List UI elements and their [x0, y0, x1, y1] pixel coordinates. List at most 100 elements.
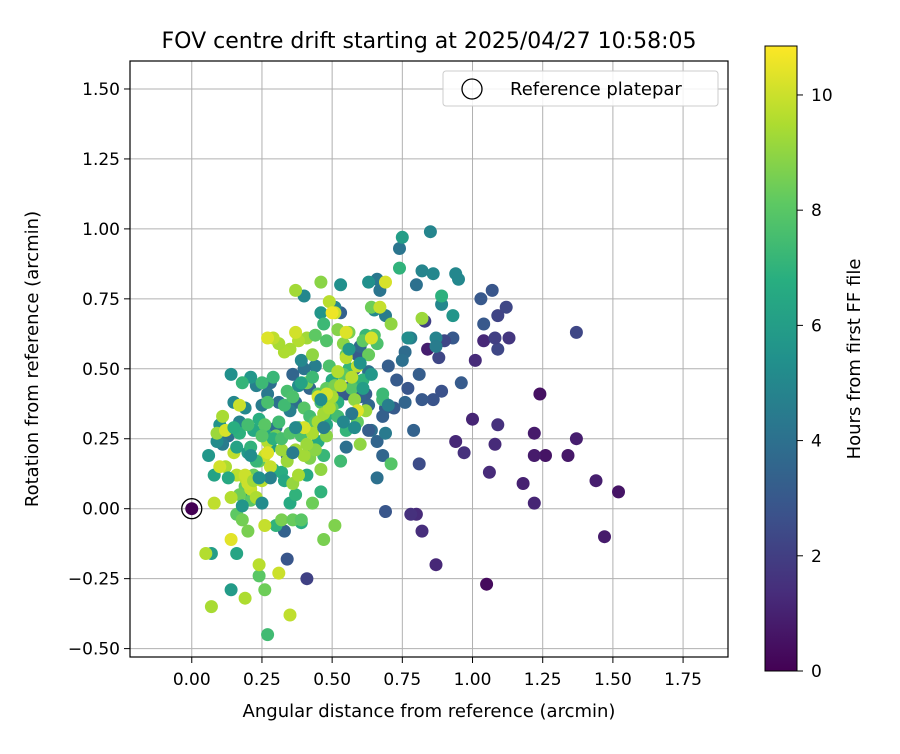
data-point — [272, 566, 286, 580]
data-point — [294, 353, 308, 367]
data-point — [370, 471, 384, 485]
y-tick-label: 0.75 — [82, 290, 120, 310]
colorbar-ticks: 0 2 4 6 8 10 — [797, 86, 833, 682]
data-point — [491, 418, 505, 432]
data-point — [224, 533, 238, 546]
data-point — [401, 381, 415, 395]
y-tick-label: −0.50 — [68, 640, 120, 660]
data-point — [252, 558, 266, 572]
colorbar-gradient — [764, 45, 798, 672]
data-point — [342, 342, 356, 356]
data-point — [381, 398, 395, 412]
data-point — [289, 325, 303, 339]
data-point — [263, 471, 277, 485]
data-point — [415, 393, 429, 407]
x-tick-label: 1.75 — [664, 670, 702, 690]
data-point — [415, 311, 429, 325]
data-point — [230, 440, 244, 454]
data-point — [384, 317, 398, 331]
data-point — [261, 395, 275, 409]
data-point — [289, 421, 303, 435]
data-point — [362, 423, 376, 437]
y-tick-label: 1.25 — [82, 150, 120, 170]
data-point — [202, 449, 216, 462]
data-point — [452, 272, 465, 286]
x-tick-label: 1.50 — [594, 670, 632, 690]
data-point — [328, 519, 342, 532]
data-point — [409, 278, 423, 292]
data-point — [423, 225, 437, 239]
data-point — [381, 359, 395, 373]
data-point — [320, 334, 333, 348]
x-axis-ticks: 0.00 0.25 0.50 0.75 1.00 1.25 1.50 1.75 — [173, 657, 702, 690]
y-tick-label: −0.25 — [68, 570, 120, 590]
data-point — [235, 376, 249, 390]
data-point — [317, 533, 331, 546]
data-point — [468, 353, 482, 367]
legend-box — [442, 70, 719, 107]
data-point — [314, 485, 328, 499]
data-point — [322, 401, 336, 415]
data-point — [488, 437, 502, 451]
data-point — [480, 577, 494, 591]
data-point — [412, 457, 426, 471]
data-point — [527, 496, 541, 510]
reference-marker — [181, 498, 203, 520]
data-point — [261, 331, 275, 345]
data-point — [252, 569, 266, 583]
reference-ring — [181, 498, 203, 520]
x-tick-label: 0.00 — [173, 670, 211, 690]
data-point — [527, 426, 541, 440]
data-point — [207, 496, 221, 510]
chart-title: FOV centre drift starting at 2025/04/27 … — [162, 29, 697, 54]
data-point — [415, 524, 429, 538]
data-point — [384, 457, 398, 471]
data-point — [314, 463, 328, 476]
data-point — [300, 572, 314, 586]
data-point — [280, 552, 294, 566]
colorbar-tick-label: 4 — [811, 432, 822, 452]
data-point — [292, 468, 305, 482]
x-tick-label: 0.75 — [383, 670, 421, 690]
data-point — [491, 309, 505, 323]
data-point — [477, 317, 491, 331]
data-point — [348, 393, 362, 407]
grid — [130, 61, 728, 657]
data-point — [213, 460, 227, 474]
data-point — [539, 449, 552, 462]
data-point — [255, 429, 269, 443]
x-axis-label: Angular distance from reference (arcmin) — [243, 701, 616, 722]
data-point — [272, 415, 286, 429]
data-point — [224, 367, 238, 381]
data-point — [258, 583, 272, 597]
data-point — [204, 600, 218, 614]
data-point — [466, 412, 479, 426]
y-tick-label: 0.50 — [82, 360, 120, 380]
data-point — [561, 449, 575, 462]
data-point — [353, 437, 367, 451]
data-point — [446, 309, 460, 323]
data-point — [364, 331, 378, 345]
data-point — [286, 390, 300, 404]
data-point — [612, 485, 625, 499]
data-point — [216, 409, 230, 423]
data-point — [488, 331, 502, 345]
x-tick-label: 1.25 — [524, 670, 562, 690]
data-point — [474, 292, 488, 306]
data-point — [589, 474, 603, 488]
data-point — [263, 460, 277, 474]
reference-point — [185, 502, 199, 516]
data-point — [395, 353, 409, 367]
data-point — [322, 295, 336, 309]
legend-label: Reference platepar — [510, 79, 682, 100]
data-point — [370, 435, 384, 448]
data-point — [224, 583, 238, 597]
plot-frame — [129, 60, 729, 658]
y-tick-label: 0.00 — [82, 500, 120, 520]
data-point — [314, 393, 328, 407]
data-point — [317, 421, 331, 435]
data-point — [277, 398, 291, 412]
data-point — [244, 449, 258, 462]
